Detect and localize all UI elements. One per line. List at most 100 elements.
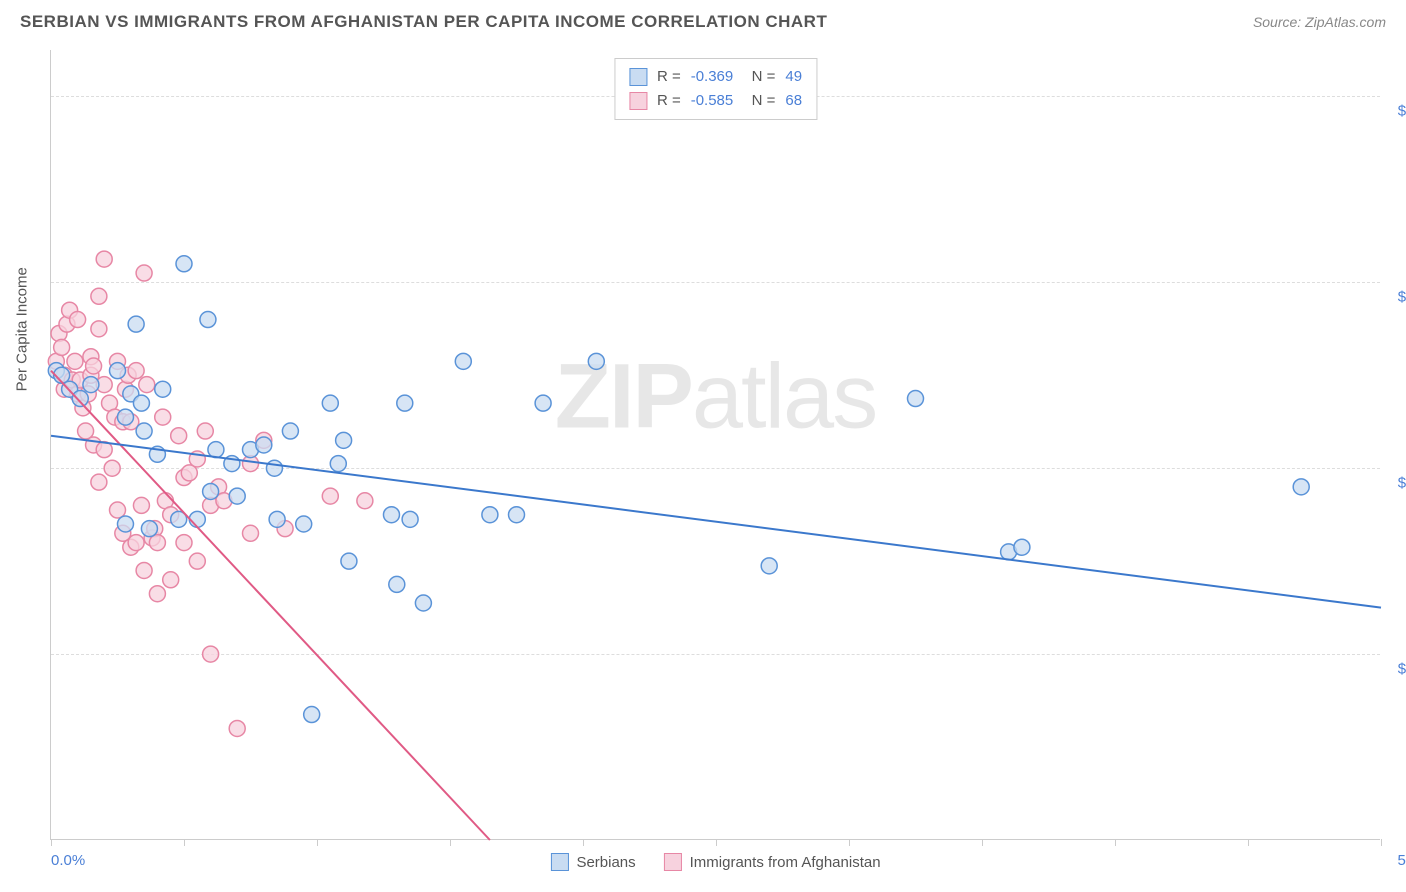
scatter-point-serbians bbox=[176, 256, 192, 272]
x-tick bbox=[982, 839, 983, 846]
n-label: N = bbox=[743, 89, 775, 113]
x-tick bbox=[1115, 839, 1116, 846]
x-tick bbox=[450, 839, 451, 846]
series-legend-item-2: Immigrants from Afghanistan bbox=[664, 853, 881, 871]
correlation-row-1: R = -0.369 N = 49 bbox=[629, 65, 802, 89]
scatter-point-afghan bbox=[136, 265, 152, 281]
trend-line-serbians bbox=[51, 436, 1381, 608]
source-name: ZipAtlas.com bbox=[1305, 14, 1386, 30]
legend-swatch-bottom-2 bbox=[664, 853, 682, 871]
scatter-point-serbians bbox=[72, 391, 88, 407]
scatter-point-afghan bbox=[322, 488, 338, 504]
r-label: R = bbox=[657, 89, 681, 113]
x-axis-max-label: 50.0% bbox=[1397, 852, 1406, 869]
x-tick bbox=[317, 839, 318, 846]
scatter-point-serbians bbox=[229, 488, 245, 504]
scatter-point-afghan bbox=[70, 312, 86, 328]
scatter-point-serbians bbox=[203, 483, 219, 499]
scatter-point-afghan bbox=[91, 321, 107, 337]
n-value-2: 68 bbox=[785, 89, 802, 113]
scatter-point-serbians bbox=[535, 395, 551, 411]
scatter-point-serbians bbox=[761, 558, 777, 574]
scatter-point-afghan bbox=[91, 288, 107, 304]
scatter-point-serbians bbox=[155, 381, 171, 397]
x-tick bbox=[1248, 839, 1249, 846]
scatter-point-serbians bbox=[269, 511, 285, 527]
scatter-point-afghan bbox=[96, 251, 112, 267]
scatter-point-afghan bbox=[149, 586, 165, 602]
y-tick-label: $20,000 bbox=[1398, 661, 1406, 678]
scatter-point-afghan bbox=[203, 646, 219, 662]
scatter-point-afghan bbox=[357, 493, 373, 509]
scatter-point-serbians bbox=[341, 553, 357, 569]
scatter-point-afghan bbox=[128, 363, 144, 379]
scatter-point-serbians bbox=[141, 521, 157, 537]
scatter-point-serbians bbox=[282, 423, 298, 439]
scatter-point-serbians bbox=[402, 511, 418, 527]
scatter-point-serbians bbox=[266, 460, 282, 476]
legend-swatch-bottom-1 bbox=[550, 853, 568, 871]
scatter-point-serbians bbox=[110, 363, 126, 379]
scatter-point-serbians bbox=[908, 391, 924, 407]
scatter-point-serbians bbox=[208, 442, 224, 458]
scatter-point-serbians bbox=[389, 576, 405, 592]
scatter-point-afghan bbox=[176, 535, 192, 551]
r-value-2: -0.585 bbox=[691, 89, 734, 113]
scatter-point-serbians bbox=[1014, 539, 1030, 555]
scatter-point-serbians bbox=[133, 395, 149, 411]
scatter-point-afghan bbox=[171, 428, 187, 444]
scatter-point-serbians bbox=[383, 507, 399, 523]
scatter-point-serbians bbox=[455, 353, 471, 369]
scatter-point-afghan bbox=[67, 353, 83, 369]
x-tick bbox=[51, 839, 52, 846]
r-label: R = bbox=[657, 65, 681, 89]
scatter-point-afghan bbox=[139, 377, 155, 393]
scatter-point-serbians bbox=[304, 707, 320, 723]
scatter-point-afghan bbox=[155, 409, 171, 425]
scatter-point-afghan bbox=[54, 339, 70, 355]
x-tick bbox=[716, 839, 717, 846]
x-tick bbox=[1381, 839, 1382, 846]
scatter-point-afghan bbox=[104, 460, 120, 476]
scatter-point-serbians bbox=[256, 437, 272, 453]
n-value-1: 49 bbox=[785, 65, 802, 89]
scatter-point-serbians bbox=[588, 353, 604, 369]
scatter-point-serbians bbox=[322, 395, 338, 411]
series-label-2: Immigrants from Afghanistan bbox=[690, 854, 881, 871]
scatter-point-afghan bbox=[128, 535, 144, 551]
series-legend: Serbians Immigrants from Afghanistan bbox=[550, 853, 880, 871]
scatter-point-afghan bbox=[243, 525, 259, 541]
scatter-point-serbians bbox=[200, 312, 216, 328]
n-label: N = bbox=[743, 65, 775, 89]
source-label: Source: bbox=[1253, 14, 1301, 30]
series-legend-item-1: Serbians bbox=[550, 853, 635, 871]
correlation-legend: R = -0.369 N = 49 R = -0.585 N = 68 bbox=[614, 58, 817, 120]
scatter-point-afghan bbox=[136, 562, 152, 578]
scatter-point-serbians bbox=[117, 409, 133, 425]
x-tick bbox=[583, 839, 584, 846]
scatter-point-afghan bbox=[229, 720, 245, 736]
scatter-point-serbians bbox=[189, 511, 205, 527]
x-tick bbox=[849, 839, 850, 846]
chart-title: SERBIAN VS IMMIGRANTS FROM AFGHANISTAN P… bbox=[20, 12, 827, 32]
series-label-1: Serbians bbox=[576, 854, 635, 871]
r-value-1: -0.369 bbox=[691, 65, 734, 89]
x-axis-min-label: 0.0% bbox=[51, 852, 85, 869]
scatter-point-afghan bbox=[197, 423, 213, 439]
scatter-point-serbians bbox=[136, 423, 152, 439]
correlation-row-2: R = -0.585 N = 68 bbox=[629, 89, 802, 113]
scatter-svg bbox=[51, 50, 1380, 839]
y-tick-label: $60,000 bbox=[1398, 289, 1406, 306]
scatter-point-afghan bbox=[86, 358, 102, 374]
scatter-point-afghan bbox=[133, 497, 149, 513]
plot-area: ZIPatlas $20,000$40,000$60,000$80,000 0.… bbox=[50, 50, 1380, 840]
y-axis-label: Per Capita Income bbox=[14, 267, 31, 391]
scatter-point-serbians bbox=[397, 395, 413, 411]
legend-swatch-1 bbox=[629, 68, 647, 86]
x-tick bbox=[184, 839, 185, 846]
scatter-point-afghan bbox=[91, 474, 107, 490]
scatter-point-serbians bbox=[482, 507, 498, 523]
scatter-point-serbians bbox=[83, 377, 99, 393]
scatter-point-serbians bbox=[296, 516, 312, 532]
scatter-point-serbians bbox=[117, 516, 133, 532]
